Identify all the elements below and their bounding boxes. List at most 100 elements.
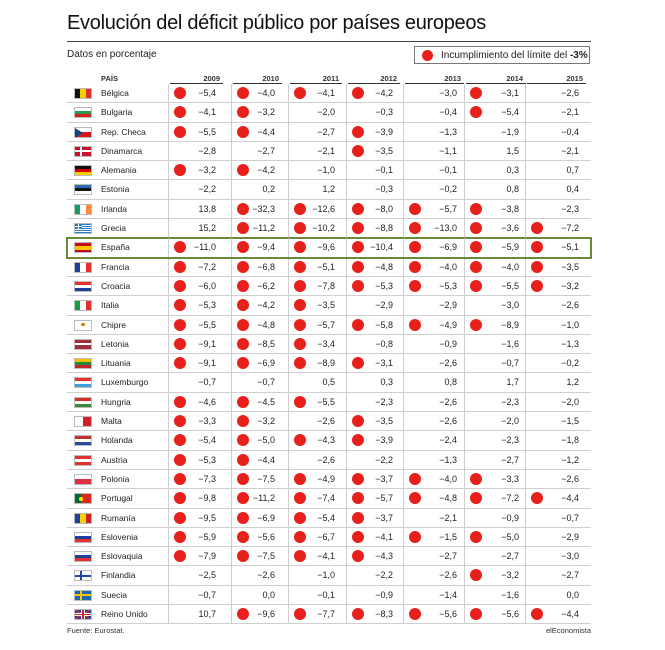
table-row: Reino Unido 10,7 −9,6 −7,7 −8,3 −5,6 −5,6 −4,4 (67, 605, 591, 625)
deficit-value: −5,9 (501, 242, 519, 253)
column-separator (231, 431, 232, 450)
flag-stripe (79, 571, 83, 581)
table-cell: −12,6 (290, 200, 339, 218)
column-separator (168, 469, 169, 489)
table-cell: −5,9 (466, 238, 523, 256)
table-cell: 13,8 (170, 200, 220, 218)
column-separator (346, 257, 347, 276)
table-cell: −2,3 (466, 393, 523, 411)
deficit-value: −11,0 (193, 242, 216, 253)
column-separator (525, 199, 526, 219)
table-cell: −5,1 (290, 258, 339, 276)
breach-dot-icon (352, 434, 364, 447)
column-separator (168, 527, 169, 547)
deficit-value: −4,0 (501, 261, 519, 272)
table-cell: −9,1 (170, 354, 220, 372)
country-name: Rep. Checa (101, 126, 146, 137)
deficit-value: 0,4 (566, 184, 579, 195)
flag-stripe (75, 558, 91, 562)
deficit-value: 15,2 (198, 223, 216, 234)
table-cell: −7,3 (170, 470, 220, 488)
flag-icon (74, 512, 92, 524)
column-separator (231, 161, 232, 180)
deficit-value: −2,7 (501, 551, 519, 562)
table-cell: −1,6 (466, 586, 523, 604)
column-separator (403, 373, 404, 392)
table-cell: −2,1 (405, 509, 461, 527)
deficit-value: −8,8 (375, 223, 393, 234)
deficit-value: −7,8 (317, 280, 335, 291)
flag-stripe (75, 574, 91, 577)
breach-dot-icon (237, 511, 249, 524)
breach-dot-icon (237, 202, 249, 215)
deficit-value: −2,6 (561, 88, 579, 98)
column-separator (464, 412, 465, 431)
table-cell: −0,9 (466, 509, 523, 527)
column-separator (346, 122, 347, 141)
column-separator (403, 238, 404, 257)
flag-stripe (75, 287, 91, 291)
table-cell: −7,4 (290, 489, 339, 507)
flag-stripe (75, 494, 82, 504)
table-cell: −2,0 (527, 393, 583, 411)
breach-dot-icon (352, 144, 364, 157)
table-cell: −0,7 (233, 373, 279, 391)
table-cell: −8,3 (348, 605, 397, 623)
breach-dot-icon (174, 87, 186, 99)
column-separator (346, 315, 347, 334)
deficit-value: −0,7 (198, 589, 216, 600)
column-separator (525, 508, 526, 527)
flag-stripe (75, 365, 91, 369)
column-header-year: 2012 (380, 74, 397, 83)
deficit-value: 0,0 (566, 589, 579, 600)
column-separator (403, 103, 404, 122)
column-separator (231, 489, 232, 508)
table-cell: 0,8 (405, 373, 461, 391)
table-row: Francia −7,2 −6,8 −5,1 −4,8 −4,0 −4,0 −3,5 (67, 257, 591, 277)
table-cell: −1,0 (527, 316, 583, 334)
table-cell: −5,3 (405, 277, 461, 295)
table-cell: −0,7 (527, 509, 583, 527)
column-separator (168, 180, 169, 199)
deficit-value: −5,5 (198, 126, 216, 137)
column-separator (168, 392, 169, 412)
column-separator (231, 508, 232, 527)
deficit-value: −1,3 (439, 126, 457, 137)
table-cell: −5,4 (466, 103, 523, 121)
table-cell: −0,4 (405, 103, 461, 121)
column-separator (464, 161, 465, 180)
legend-limit: -3% (569, 49, 588, 61)
table-cell: −2,5 (170, 566, 220, 584)
flag-stripe (75, 378, 91, 382)
table-cell: −9,5 (170, 509, 220, 527)
column-separator (288, 180, 289, 199)
table-cell: −2,7 (290, 123, 339, 141)
breach-dot-icon (237, 164, 249, 177)
column-separator (231, 276, 232, 296)
table-cell: −2,6 (405, 412, 461, 430)
flag-icon (74, 396, 92, 408)
deficit-value: −5,6 (257, 531, 275, 542)
country-name: Holanda (101, 435, 133, 446)
flag-stripe (75, 442, 91, 446)
table-cell: −3,9 (348, 123, 397, 141)
deficit-value: −2,1 (561, 107, 579, 118)
table-cell: −2,6 (233, 566, 279, 584)
column-separator (231, 141, 232, 161)
column-separator (168, 276, 169, 296)
table-cell: −0,9 (405, 335, 461, 353)
table-cell: −6,9 (233, 354, 279, 372)
table-cell: −7,2 (170, 258, 220, 276)
table-cell: −4,1 (290, 84, 339, 102)
deficit-value: −1,0 (317, 570, 335, 581)
deficit-value: −4,1 (375, 531, 393, 542)
table-cell: −4,8 (405, 489, 461, 507)
deficit-value: −12,6 (312, 203, 335, 214)
flag-stripe (75, 231, 91, 233)
column-separator (403, 122, 404, 141)
chart-subtitle: Datos en porcentaje (67, 49, 157, 60)
breach-dot-icon (470, 492, 482, 505)
breach-dot-icon (470, 318, 482, 331)
table-header: PAÍS 2009 2010 2011 2012 2013 2014 2015 (67, 70, 591, 84)
flag-icon (74, 473, 92, 485)
